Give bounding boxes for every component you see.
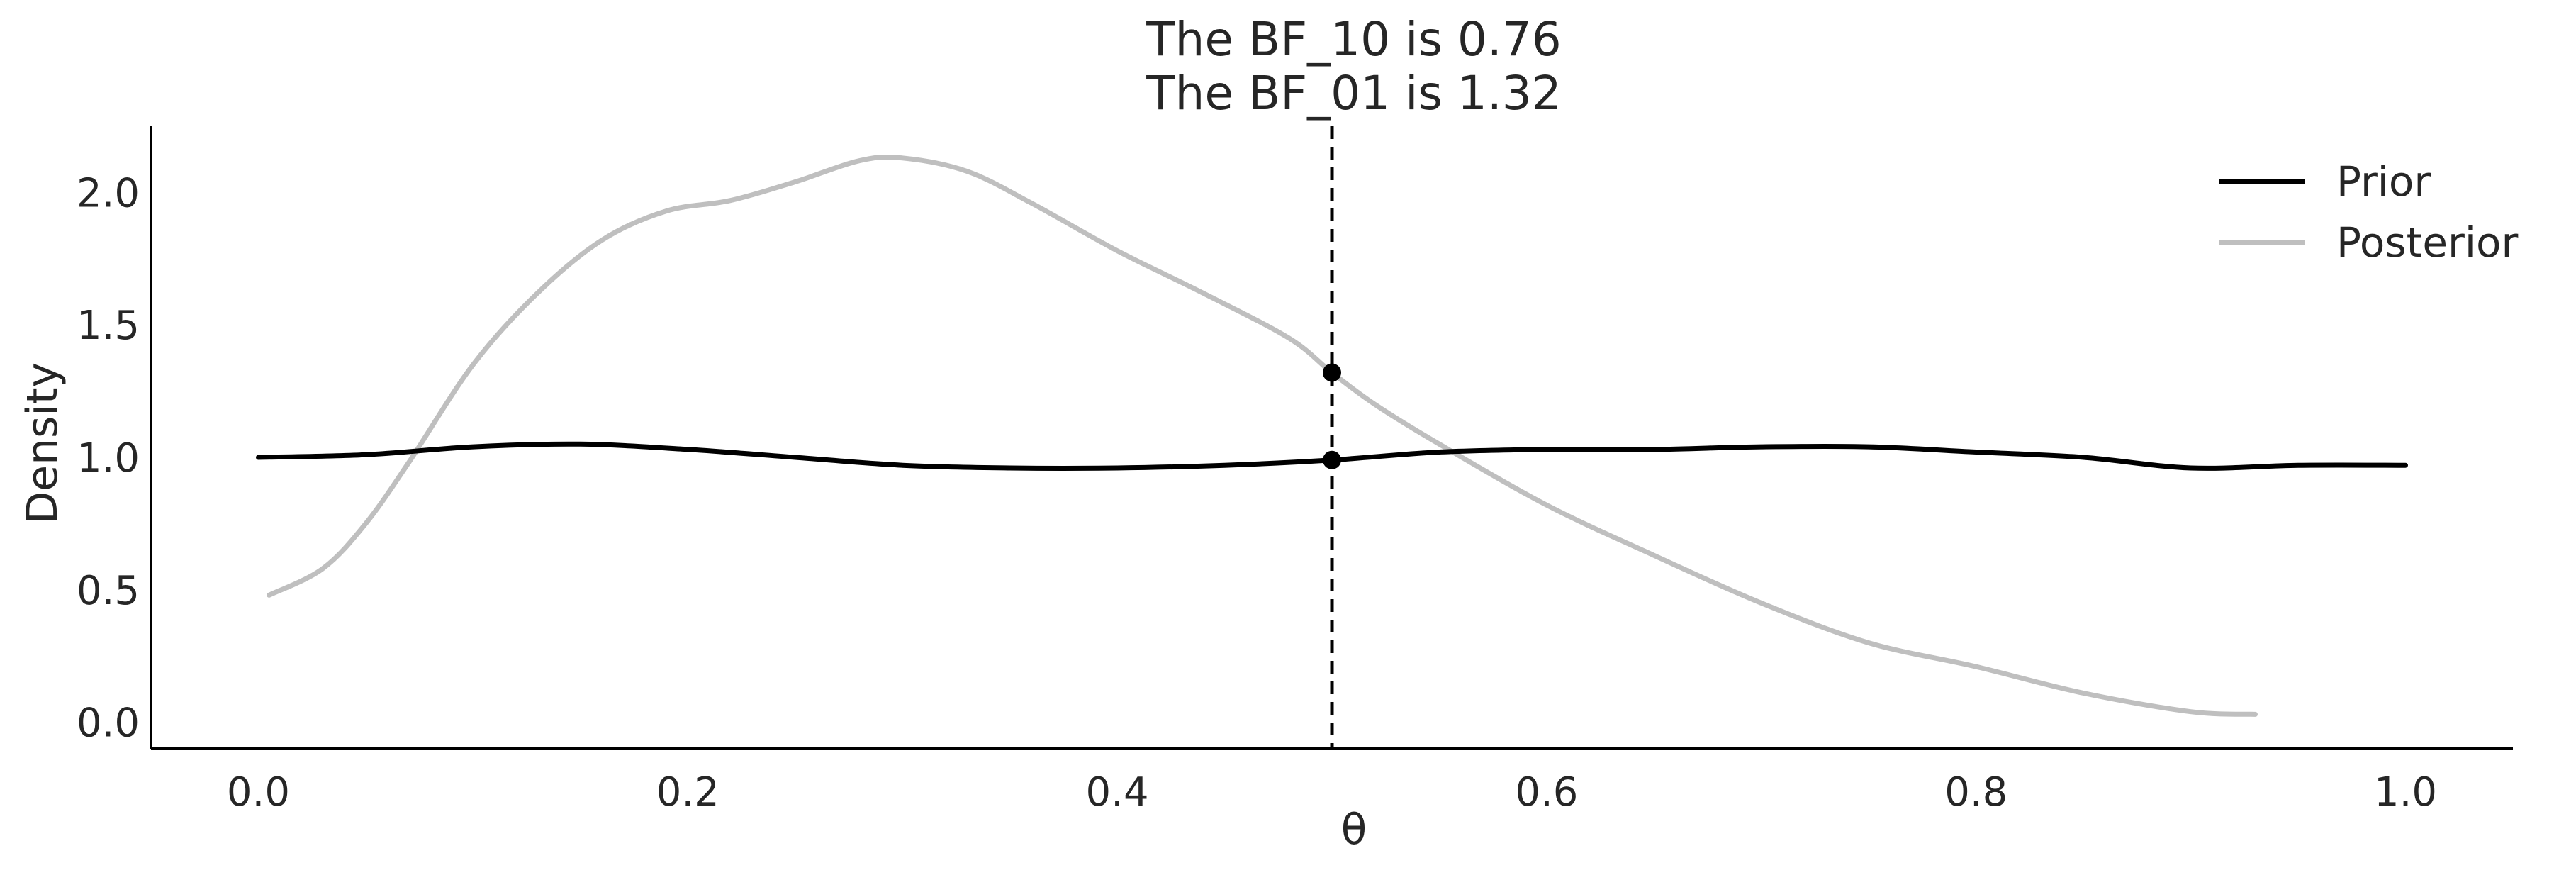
legend-label-posterior: Posterior [2336,218,2518,267]
y-tick-label: 0.0 [77,701,140,747]
y-tick-label: 0.5 [77,568,140,614]
x-tick-label: 0.0 [227,769,290,815]
chart-title-line-2: The BF_01 is 1.32 [1146,66,1562,121]
series-line-posterior [267,154,2258,717]
y-tick-label: 1.5 [77,303,140,349]
chart-title-line-1: The BF_10 is 0.76 [1146,12,1562,67]
legend: Prior Posterior [2219,157,2518,267]
x-tick-label: 0.8 [1944,769,2007,815]
legend-label-prior: Prior [2336,157,2431,206]
x-axis-label: θ [1341,805,1367,854]
y-tick-labels: 0.0 0.5 1.0 1.5 2.0 [77,170,140,746]
y-tick-label: 2.0 [77,170,140,216]
marker-point-1 [1323,450,1341,469]
plot-area [256,126,2408,749]
x-tick-labels: 0.0 0.2 0.4 0.6 0.8 1.0 [227,769,2437,815]
x-tick-label: 0.4 [1086,769,1149,815]
x-tick-label: 1.0 [2374,769,2437,815]
x-tick-label: 0.2 [656,769,719,815]
marker-point-2 [1323,363,1341,382]
x-tick-label: 0.6 [1515,769,1578,815]
y-tick-label: 1.0 [77,435,140,481]
y-axis-label: Density [18,362,67,524]
